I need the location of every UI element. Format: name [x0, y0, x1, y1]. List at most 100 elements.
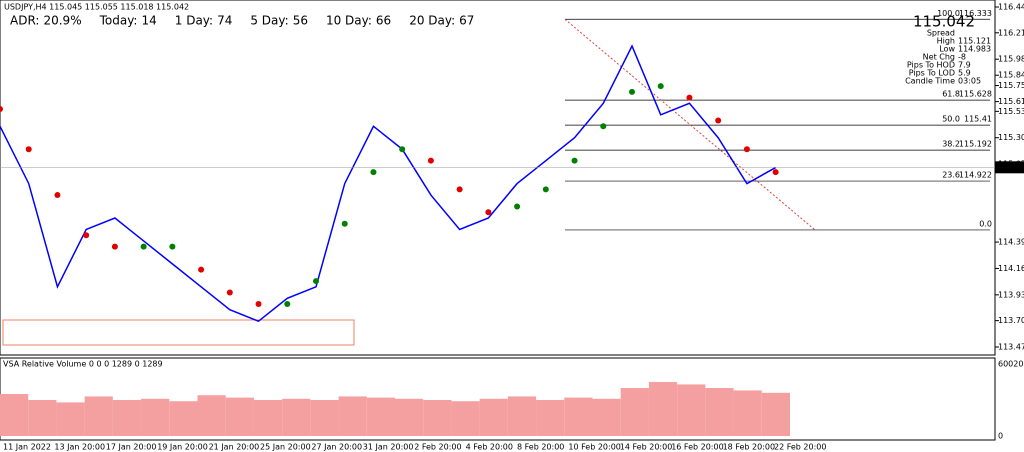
- info-value: 114.983: [958, 45, 991, 54]
- ma-dot: [456, 186, 463, 193]
- ma-dot: [54, 192, 61, 199]
- y-tick-label: 116.440: [998, 3, 1024, 12]
- ma-dot: [284, 300, 291, 307]
- volume-title: VSA Relative Volume 0 0 0 1289 0 1289: [3, 360, 163, 369]
- y-tick-label: 113.475: [998, 343, 1024, 352]
- volume-bar: [423, 400, 452, 436]
- date-label: 16 Feb 20:00: [671, 443, 723, 452]
- stat-label: 20 Day:: [409, 14, 455, 28]
- info-value: 115.121: [958, 37, 991, 46]
- ma-dot: [485, 209, 492, 216]
- fib-price: 116.333: [959, 9, 992, 18]
- volume-bar: [479, 398, 508, 436]
- stat-label: Today:: [99, 14, 138, 28]
- volume-bar: [677, 384, 706, 436]
- last-price-box: [995, 161, 1024, 174]
- symbol-line: USDJPY,H4 115.045 115.055 115.018 115.04…: [4, 3, 189, 12]
- date-label: 31 Jan 20:00: [363, 443, 414, 452]
- stat-value: 20.9%: [43, 14, 81, 28]
- y-tick-label: 113.705: [998, 316, 1024, 325]
- info-label: Pips To LOD: [909, 69, 955, 78]
- ma-dot: [772, 169, 779, 176]
- info-value: 5.9: [958, 69, 971, 78]
- date-label: 2 Feb 20:00: [414, 443, 461, 452]
- volume-bar: [648, 382, 678, 436]
- date-label: 27 Jan 20:00: [311, 443, 362, 452]
- main-pane: [0, 0, 996, 356]
- volume-bar: [395, 398, 424, 436]
- volume-bar: [592, 398, 621, 436]
- date-label: 17 Jan 20:00: [106, 443, 157, 452]
- y-tick-label: 115.530: [998, 107, 1024, 116]
- stat-value: 14: [141, 14, 156, 28]
- ma-dot: [226, 289, 233, 296]
- volume-bar: [733, 390, 762, 436]
- info-value: 03:05: [958, 77, 981, 86]
- y-tick-label: 114.390: [998, 238, 1024, 247]
- fib-price: 115.628: [959, 90, 992, 99]
- fib-ratio: 38.2: [942, 140, 960, 149]
- date-label: 4 Feb 20:00: [466, 443, 513, 452]
- stat-label: 1 Day:: [175, 14, 213, 28]
- volume-bar: [225, 397, 254, 436]
- ma-dot: [629, 88, 635, 95]
- date-label: 8 Feb 20:00: [517, 443, 564, 452]
- ma-dot: [399, 146, 406, 153]
- date-label: 13 Jan 20:00: [54, 443, 105, 452]
- ma-dot: [600, 123, 607, 130]
- volume-bar: [169, 401, 198, 436]
- price-line: [0, 44, 777, 323]
- fib-price: 115.192: [959, 140, 992, 149]
- volume-bar: [141, 398, 170, 436]
- volume-bar: [451, 401, 480, 436]
- info-label: Net Chg: [923, 53, 955, 62]
- stat-value: 66: [376, 14, 391, 28]
- date-label: 22 Feb 20:00: [774, 443, 826, 452]
- info-label: High: [937, 37, 955, 46]
- fib-price: 115.41: [964, 115, 992, 124]
- ma-dot: [686, 94, 693, 101]
- date-label: 19 Jan 20:00: [157, 443, 208, 452]
- y-tick-label: 116.215: [998, 28, 1024, 37]
- stat-value: 56: [293, 14, 308, 28]
- volume-bar: [338, 396, 367, 436]
- stat-label: ADR:: [10, 14, 39, 28]
- fib-ratio: 23.6: [942, 171, 960, 180]
- volume-bar: [112, 400, 142, 436]
- y-tick-label: 115.985: [998, 55, 1024, 64]
- ma-dot: [198, 266, 205, 273]
- ma-dot: [313, 278, 319, 285]
- volume-bar: [197, 395, 226, 436]
- volume-bar: [620, 388, 649, 436]
- date-label: 10 Feb 20:00: [568, 443, 620, 452]
- ma-dot: [25, 146, 32, 153]
- volume-bar: [310, 400, 339, 436]
- date-label: 14 Feb 20:00: [620, 443, 672, 452]
- ma-dot: [571, 157, 578, 164]
- volume-bar: [56, 402, 85, 436]
- volume-bar: [564, 397, 593, 436]
- fib-ratio: 100.0: [937, 9, 960, 18]
- ma-dot: [657, 83, 664, 90]
- info-label: Pips To HOD: [907, 61, 955, 70]
- fib-ratio: 0.0: [979, 219, 992, 228]
- ma-dot: [169, 243, 176, 250]
- volume-tick-label: 60020: [998, 360, 1023, 369]
- y-tick-label: 115.615: [998, 97, 1024, 106]
- volume-bar: [282, 398, 311, 436]
- ma-dot: [743, 146, 750, 153]
- date-label: 11 Jan 2022: [3, 443, 51, 452]
- y-tick-label: 115.755: [998, 81, 1024, 90]
- fib-ratio: 61.8: [942, 90, 960, 99]
- y-tick-label: 115.300: [998, 133, 1024, 142]
- ma-dot: [140, 243, 147, 250]
- stat-label: 5 Day:: [250, 14, 288, 28]
- y-tick-label: 113.930: [998, 290, 1024, 299]
- last-price-label: 115.042: [996, 163, 1024, 172]
- ma-dot: [427, 157, 434, 164]
- stat-value: 67: [459, 14, 474, 28]
- y-tick-label: 115.845: [998, 71, 1024, 80]
- date-label: 18 Feb 20:00: [723, 443, 775, 452]
